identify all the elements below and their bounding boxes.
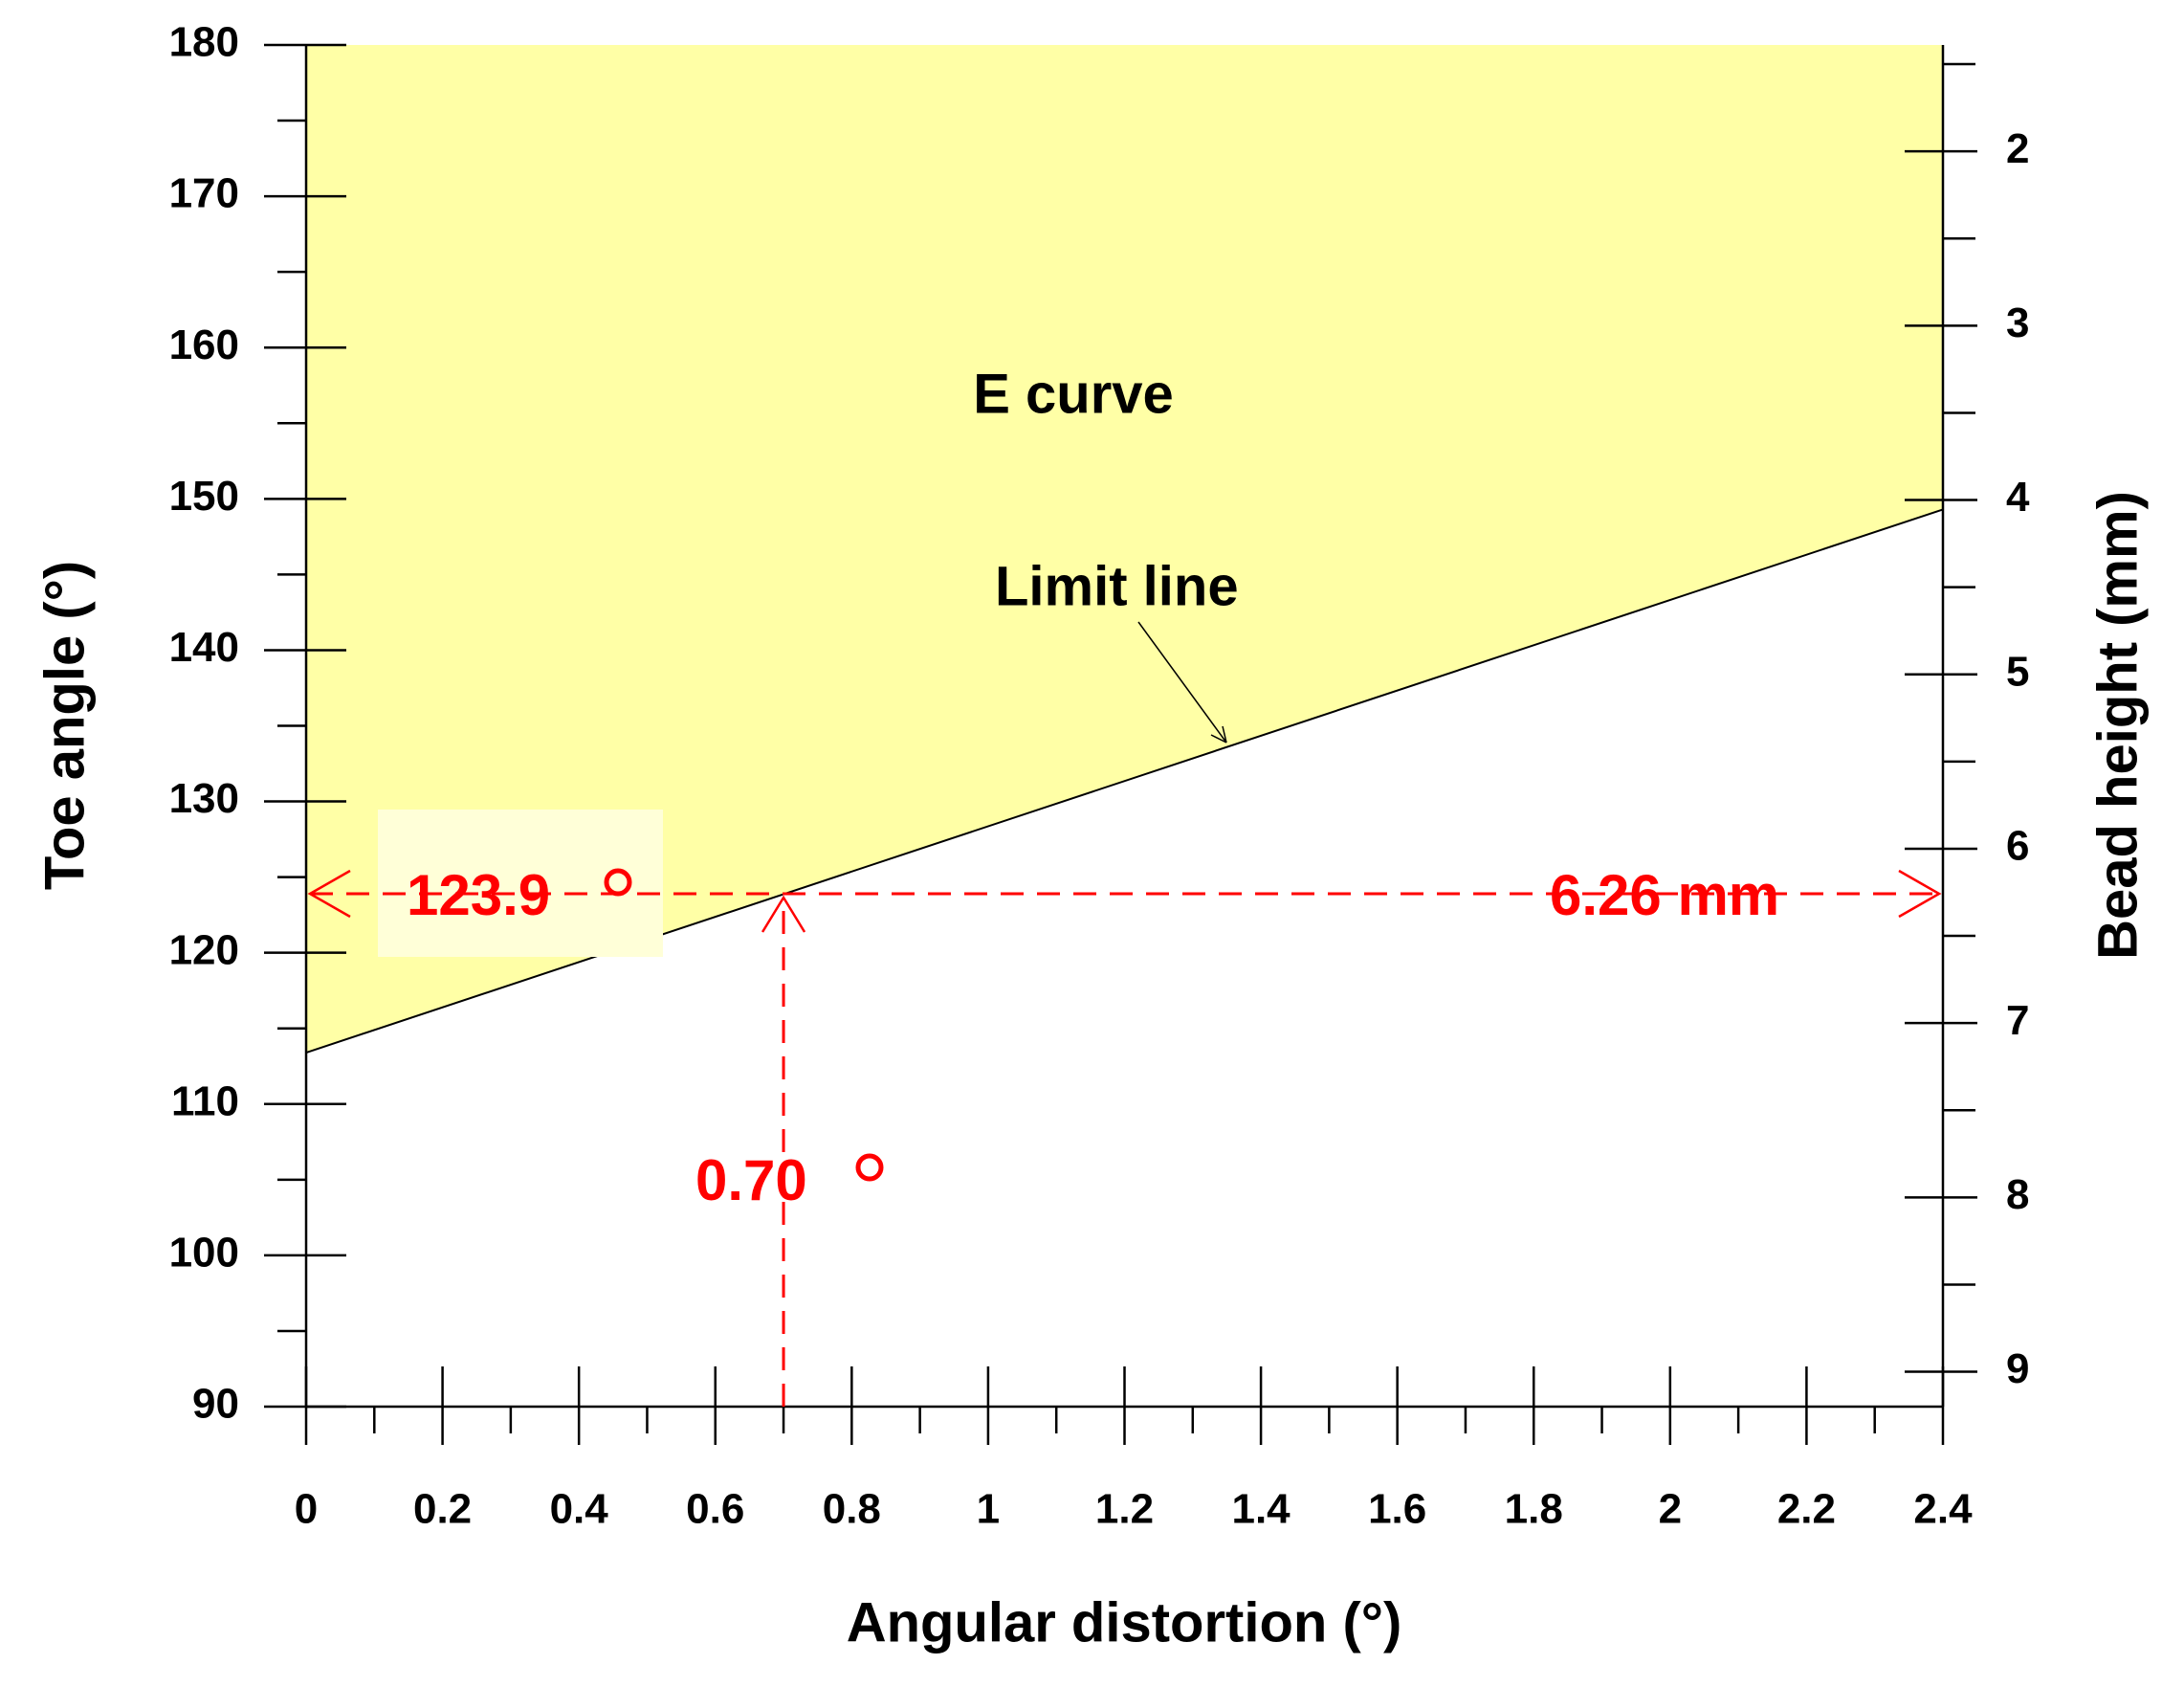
y2-tick-label: 8 xyxy=(2006,1171,2029,1218)
arrow-left xyxy=(307,869,351,919)
x-tick-label: 2 xyxy=(1659,1486,1682,1533)
y-tick-label: 160 xyxy=(169,322,239,368)
leader-arrow xyxy=(1210,725,1227,744)
y2-axis-title: Bead height (mm) xyxy=(2086,491,2149,960)
degree-symbol xyxy=(855,1153,884,1182)
x-tick-label: 0.4 xyxy=(550,1486,609,1533)
arrow-right xyxy=(1898,869,1942,919)
y-axis-title: Toe angle (°) xyxy=(33,561,96,890)
x-tick-label: 0.8 xyxy=(823,1486,881,1533)
y-tick-label: 120 xyxy=(169,926,239,973)
y-tick-label: 130 xyxy=(169,775,239,822)
y-tick-label: 110 xyxy=(171,1077,239,1124)
x-tick-label: 2.4 xyxy=(1913,1486,1973,1533)
series-label: Limit line xyxy=(995,555,1239,617)
region-fill xyxy=(306,45,1943,1054)
y2-tick-label: 5 xyxy=(2006,648,2029,695)
y2-tick-label: 7 xyxy=(2006,997,2029,1044)
y2-tick-label: 9 xyxy=(2006,1345,2029,1392)
y2-tick-label: 4 xyxy=(2006,474,2030,521)
arrow-up xyxy=(761,895,806,933)
y2-tick-label: 6 xyxy=(2006,823,2029,870)
label-highlight xyxy=(378,810,663,957)
degree-symbol xyxy=(604,868,632,897)
y-tick-label: 90 xyxy=(192,1381,239,1428)
x-tick-label: 1.8 xyxy=(1505,1486,1563,1533)
leader-line xyxy=(1137,621,1227,744)
x-tick-label: 1 xyxy=(977,1486,1000,1533)
readout-y2-label: 6.26 mm xyxy=(1550,863,1779,927)
readout-y-label: 123.9 xyxy=(407,863,550,927)
readout-x-label: 0.70 xyxy=(695,1148,807,1212)
region-label: E curve xyxy=(973,363,1174,425)
x-tick-label: 0.6 xyxy=(686,1486,744,1533)
x-tick-label: 2.2 xyxy=(1777,1486,1836,1533)
x-tick-label: 0.2 xyxy=(413,1486,472,1533)
x-axis-title: Angular distortion (°) xyxy=(847,1591,1402,1654)
x-tick-label: 0 xyxy=(295,1486,318,1533)
x-tick-label: 1.6 xyxy=(1368,1486,1426,1533)
x-tick-label: 1.2 xyxy=(1095,1486,1154,1533)
y-tick-label: 150 xyxy=(169,473,239,520)
y2-tick-label: 3 xyxy=(2006,300,2029,346)
y-tick-label: 170 xyxy=(169,170,239,217)
limit-line xyxy=(305,508,1944,1054)
y-tick-label: 180 xyxy=(169,19,239,66)
y-tick-label: 140 xyxy=(169,624,239,671)
y-tick-label: 100 xyxy=(169,1230,239,1276)
x-tick-label: 1.4 xyxy=(1231,1486,1291,1533)
y2-tick-label: 2 xyxy=(2006,125,2029,172)
